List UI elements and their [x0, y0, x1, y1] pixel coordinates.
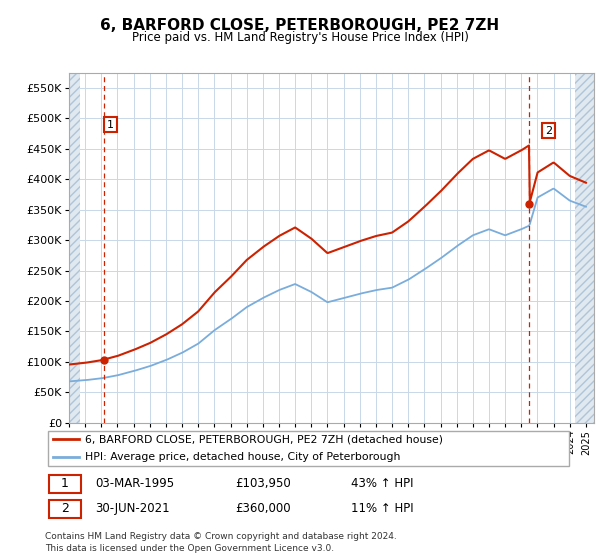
Text: HPI: Average price, detached house, City of Peterborough: HPI: Average price, detached house, City…: [85, 452, 400, 462]
Text: 1: 1: [107, 119, 114, 129]
Text: Contains HM Land Registry data © Crown copyright and database right 2024.
This d: Contains HM Land Registry data © Crown c…: [45, 533, 397, 553]
Text: Price paid vs. HM Land Registry's House Price Index (HPI): Price paid vs. HM Land Registry's House …: [131, 31, 469, 44]
FancyBboxPatch shape: [47, 431, 569, 466]
Text: 2: 2: [545, 125, 553, 136]
Text: 30-JUN-2021: 30-JUN-2021: [95, 502, 170, 515]
Text: 43% ↑ HPI: 43% ↑ HPI: [351, 478, 414, 491]
Bar: [69, 73, 80, 423]
FancyBboxPatch shape: [49, 500, 81, 519]
Text: 11% ↑ HPI: 11% ↑ HPI: [351, 502, 414, 515]
Text: £360,000: £360,000: [235, 502, 291, 515]
Text: £103,950: £103,950: [235, 478, 291, 491]
Text: 6, BARFORD CLOSE, PETERBOROUGH, PE2 7ZH (detached house): 6, BARFORD CLOSE, PETERBOROUGH, PE2 7ZH …: [85, 434, 443, 444]
FancyBboxPatch shape: [49, 475, 81, 493]
Text: 6, BARFORD CLOSE, PETERBOROUGH, PE2 7ZH: 6, BARFORD CLOSE, PETERBOROUGH, PE2 7ZH: [100, 18, 500, 32]
Text: 1: 1: [61, 478, 69, 491]
Text: 03-MAR-1995: 03-MAR-1995: [95, 478, 174, 491]
Text: 2: 2: [61, 502, 69, 515]
Bar: [575, 73, 594, 423]
